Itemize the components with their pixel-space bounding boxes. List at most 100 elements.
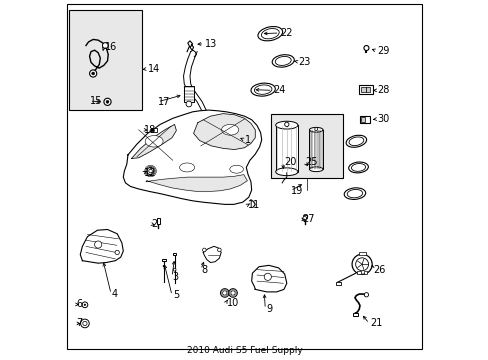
Polygon shape: [251, 265, 286, 292]
Polygon shape: [131, 125, 176, 158]
Text: 24: 24: [273, 85, 285, 95]
Ellipse shape: [348, 137, 363, 145]
Bar: [359, 116, 369, 123]
Circle shape: [185, 101, 191, 107]
Circle shape: [284, 122, 288, 127]
Circle shape: [102, 42, 108, 48]
Ellipse shape: [346, 189, 362, 198]
Circle shape: [83, 304, 86, 306]
Circle shape: [230, 291, 235, 295]
Bar: [69, 10, 142, 110]
Circle shape: [92, 72, 94, 75]
Polygon shape: [203, 246, 221, 262]
Text: 30: 30: [376, 114, 388, 124]
Ellipse shape: [250, 83, 275, 96]
Text: 12: 12: [144, 168, 156, 178]
Ellipse shape: [179, 163, 194, 172]
Circle shape: [82, 321, 87, 325]
Text: 22: 22: [280, 28, 292, 38]
Ellipse shape: [309, 127, 323, 132]
Bar: [302, 215, 306, 218]
Circle shape: [220, 289, 228, 297]
Circle shape: [147, 167, 154, 175]
Text: 29: 29: [376, 46, 389, 56]
Ellipse shape: [275, 121, 297, 129]
Ellipse shape: [348, 162, 367, 173]
Circle shape: [89, 70, 97, 77]
Text: 25: 25: [305, 157, 317, 167]
Circle shape: [363, 45, 368, 50]
Text: 14: 14: [147, 64, 160, 74]
Bar: [150, 129, 157, 132]
Circle shape: [264, 273, 271, 280]
Text: 19: 19: [290, 186, 303, 196]
Ellipse shape: [344, 188, 365, 199]
Text: 20: 20: [284, 157, 296, 167]
Bar: [162, 259, 165, 261]
Text: 3: 3: [172, 272, 179, 282]
Text: 7: 7: [76, 319, 82, 328]
Polygon shape: [145, 175, 247, 192]
Bar: [275, 125, 297, 172]
Ellipse shape: [346, 135, 366, 147]
Circle shape: [364, 293, 368, 297]
Bar: [271, 114, 343, 178]
Text: 4: 4: [112, 289, 118, 299]
Text: 26: 26: [373, 265, 385, 275]
Bar: [352, 313, 357, 316]
Text: 27: 27: [301, 215, 314, 224]
Circle shape: [104, 98, 111, 105]
Text: 5: 5: [172, 291, 179, 301]
Text: 18: 18: [144, 125, 156, 135]
Text: 8: 8: [201, 265, 207, 275]
Circle shape: [202, 248, 206, 252]
Ellipse shape: [351, 163, 365, 171]
Circle shape: [314, 128, 317, 131]
Ellipse shape: [145, 135, 163, 147]
Circle shape: [228, 289, 237, 297]
Text: 1: 1: [244, 135, 251, 145]
Bar: [336, 282, 340, 285]
Text: 15: 15: [90, 96, 102, 106]
Bar: [360, 117, 364, 122]
Bar: [359, 85, 372, 94]
Polygon shape: [193, 114, 255, 149]
Text: 17: 17: [158, 97, 170, 107]
Text: 2010 Audi S5 Fuel Supply: 2010 Audi S5 Fuel Supply: [186, 346, 302, 355]
Bar: [309, 130, 323, 169]
Circle shape: [81, 319, 89, 328]
Circle shape: [163, 265, 164, 267]
Polygon shape: [123, 110, 261, 204]
Circle shape: [115, 250, 119, 255]
Text: 23: 23: [298, 57, 310, 67]
Bar: [366, 87, 369, 93]
Ellipse shape: [275, 168, 297, 176]
Ellipse shape: [229, 165, 243, 173]
Ellipse shape: [221, 125, 238, 135]
Circle shape: [82, 302, 88, 308]
Circle shape: [151, 129, 154, 132]
Circle shape: [173, 268, 176, 271]
Circle shape: [148, 169, 152, 173]
Bar: [359, 252, 365, 255]
Ellipse shape: [258, 27, 282, 41]
Polygon shape: [80, 229, 123, 263]
Ellipse shape: [272, 55, 294, 67]
Bar: [172, 253, 176, 255]
Circle shape: [302, 217, 306, 221]
Text: 13: 13: [204, 39, 217, 49]
Bar: [183, 86, 194, 102]
Bar: [363, 271, 366, 274]
Circle shape: [106, 100, 109, 103]
Ellipse shape: [309, 167, 323, 172]
Circle shape: [222, 291, 226, 295]
Text: 6: 6: [76, 300, 82, 310]
Text: 11: 11: [247, 200, 260, 210]
Text: 2: 2: [151, 219, 157, 229]
Circle shape: [351, 254, 371, 274]
Text: 21: 21: [369, 319, 382, 328]
Text: 28: 28: [376, 85, 389, 95]
Ellipse shape: [261, 28, 279, 39]
Bar: [360, 87, 365, 93]
Bar: [156, 219, 159, 224]
